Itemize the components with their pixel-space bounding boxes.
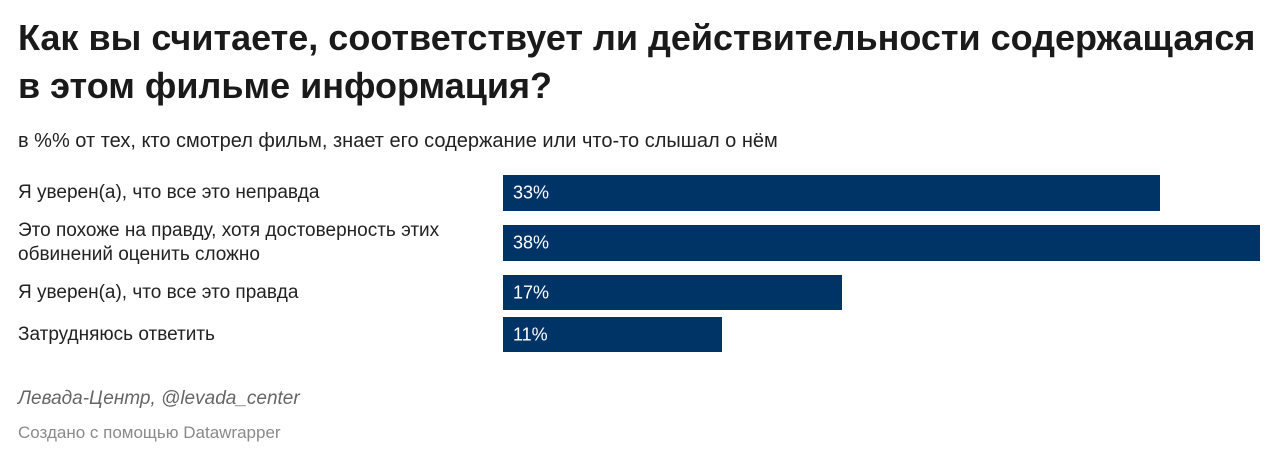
bar-row: Я уверен(а), что все это неправда 33%	[0, 175, 1280, 211]
chart-subtitle: в %% от тех, кто смотрел фильм, знает ег…	[18, 130, 778, 152]
category-label: Я уверен(а), что все это неправда	[18, 182, 320, 203]
chart-title: Как вы считаете, соответствует ли действ…	[18, 17, 1256, 106]
category-label: Я уверен(а), что все это правда	[18, 281, 299, 303]
bar-row: Это похоже на правду, хотя достоверность…	[0, 220, 1280, 265]
bar: 17%	[503, 275, 842, 310]
bar-value-label: 38%	[513, 232, 550, 253]
category-label: Затрудняюсь ответить	[18, 323, 215, 345]
bar-value-label: 11%	[513, 324, 548, 344]
bar-value-label: 17%	[513, 282, 550, 302]
bar: 33%	[503, 175, 1160, 211]
bar: 11%	[503, 317, 722, 352]
bar: 38%	[503, 225, 1260, 261]
source-note: Левада-Центр, @levada_center	[18, 388, 300, 409]
category-label: Это похоже на правду, хотя достоверность…	[18, 220, 440, 265]
bar-value-label: 33%	[513, 182, 550, 203]
bar-row: Затрудняюсь ответить 11%	[0, 317, 1280, 352]
bar-row: Я уверен(а), что все это правда 17%	[0, 275, 1280, 310]
datawrapper-credit: Создано с помощью Datawrapper	[18, 423, 281, 442]
